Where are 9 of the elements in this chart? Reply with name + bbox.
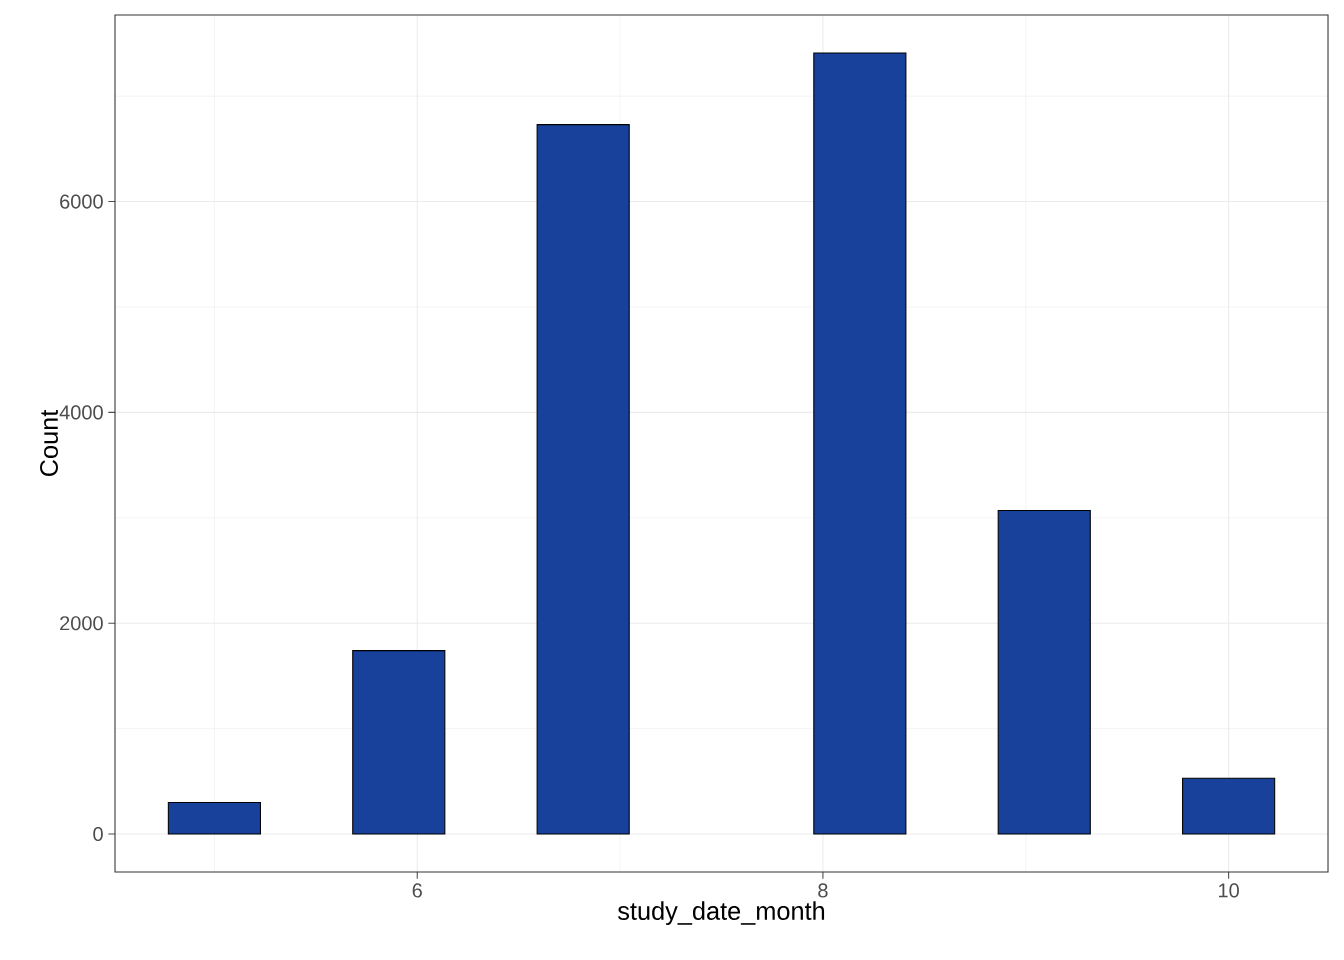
- y-tick-label: 2000: [60, 616, 103, 631]
- y-axis-title: Count: [40, 409, 58, 477]
- x-axis-title: study_date_month: [618, 901, 825, 925]
- y-tick-label: 0: [93, 826, 103, 842]
- x-tick-label: 6: [412, 883, 422, 898]
- y-tick-label: 6000: [60, 194, 103, 209]
- x-tick-label: 8: [818, 883, 828, 898]
- y-tick-label: 4000: [59, 405, 103, 420]
- x-tick-label: 10: [1219, 883, 1239, 898]
